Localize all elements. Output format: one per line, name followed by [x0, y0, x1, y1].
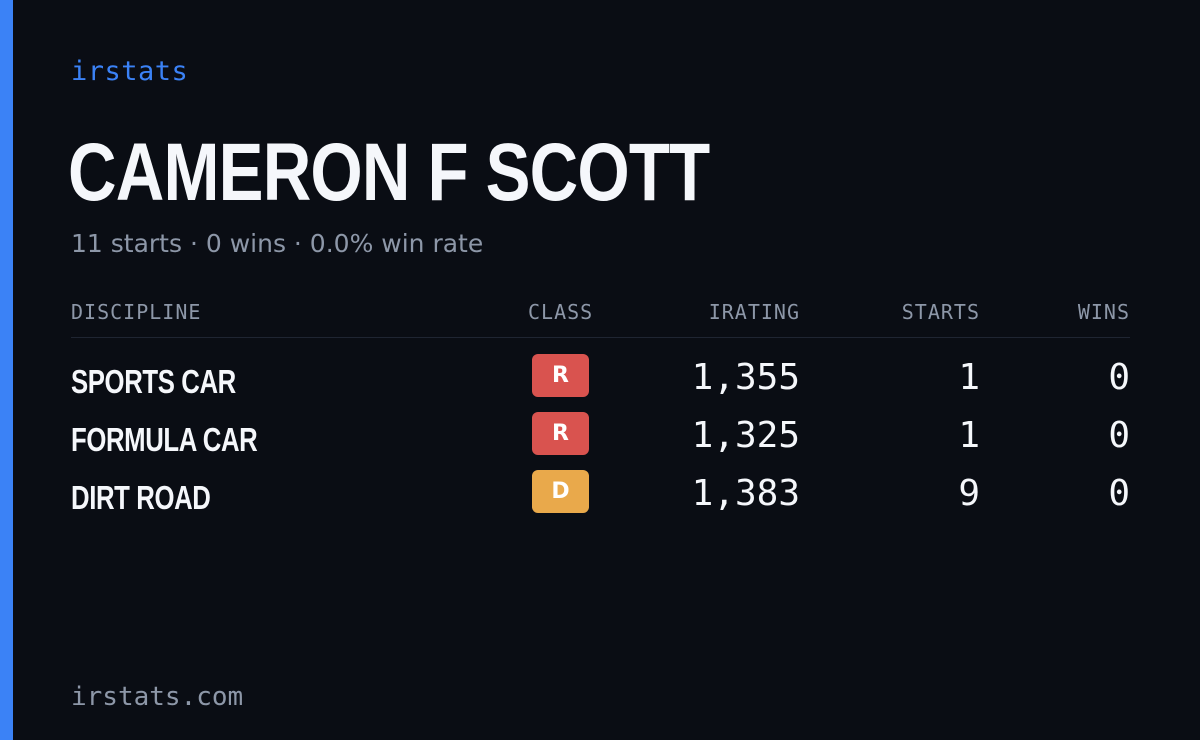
header-irating: IRATING: [708, 300, 800, 324]
discipline-name: FORMULA CAR: [71, 421, 258, 458]
discipline-name: SPORTS CAR: [71, 363, 236, 400]
accent-bar: [0, 0, 13, 740]
class-badge: R: [532, 412, 589, 455]
table-row: SPORTS CAR R 1,355 1 0: [71, 354, 1130, 401]
starts-value: 9: [958, 473, 980, 514]
irating-value: 1,383: [691, 473, 800, 514]
header-class: CLASS: [528, 300, 594, 324]
starts-value: 1: [958, 415, 980, 456]
irating-value: 1,325: [691, 415, 800, 456]
wins-value: 0: [1108, 357, 1130, 398]
table-header: DISCIPLINE CLASS IRATING STARTS WINS: [71, 300, 1130, 338]
footer-url: irstats.com: [71, 682, 244, 712]
wins-value: 0: [1108, 473, 1130, 514]
header-starts: STARTS: [901, 300, 980, 324]
table-row: DIRT ROAD D 1,383 9 0: [71, 470, 1130, 517]
table-row: FORMULA CAR R 1,325 1 0: [71, 412, 1130, 459]
discipline-name: DIRT ROAD: [71, 479, 211, 516]
class-badge: D: [532, 470, 589, 513]
header-discipline: DISCIPLINE: [71, 300, 202, 324]
irating-value: 1,355: [691, 357, 800, 398]
driver-name: CAMERON F SCOTT: [68, 127, 710, 218]
driver-summary: 11 starts · 0 wins · 0.0% win rate: [71, 229, 484, 258]
wins-value: 0: [1108, 415, 1130, 456]
class-badge: R: [532, 354, 589, 397]
header-wins: WINS: [1077, 300, 1130, 324]
brand-label: irstats: [71, 56, 189, 87]
starts-value: 1: [958, 357, 980, 398]
